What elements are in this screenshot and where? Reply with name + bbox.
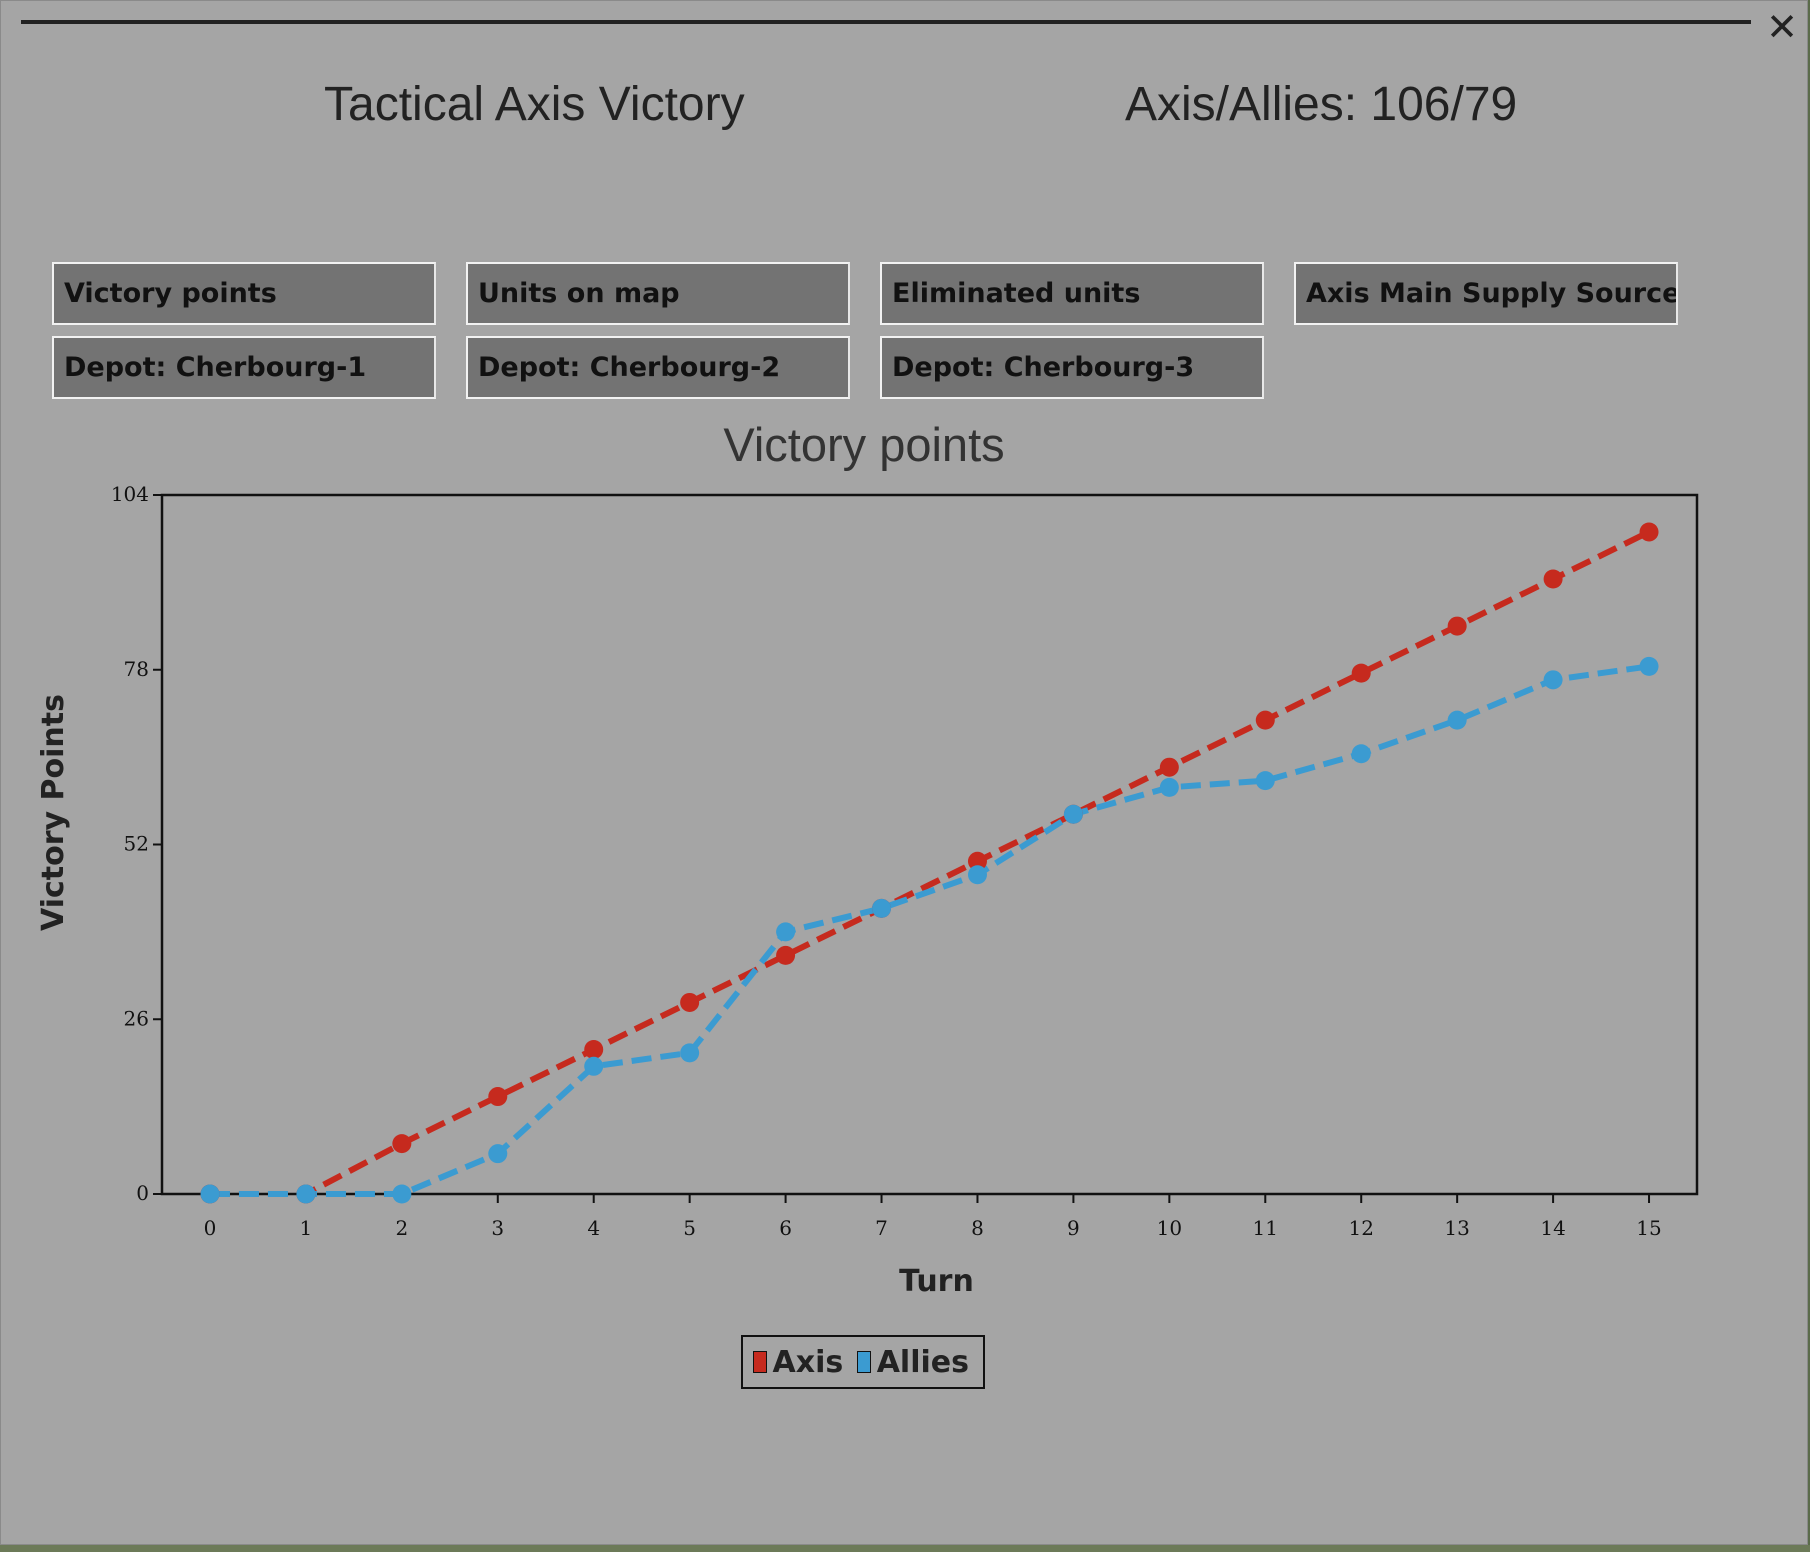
x-tick-label: 14 (1540, 1216, 1565, 1240)
allies-data-point (680, 1043, 700, 1063)
y-tick-label: 26 (124, 1006, 149, 1030)
x-tick-label: 15 (1636, 1216, 1661, 1240)
allies-legend-swatch (857, 1351, 871, 1373)
tab-eliminated-units[interactable]: Eliminated units (880, 262, 1264, 325)
title-bar-rule (21, 20, 1751, 24)
x-tick-label: 5 (683, 1216, 696, 1240)
desktop-strip (0, 1545, 1810, 1552)
axis-data-point (680, 992, 700, 1012)
x-tick-label: 6 (779, 1216, 792, 1240)
close-icon[interactable]: ✕ (1766, 5, 1798, 49)
x-tick-label: 1 (300, 1216, 313, 1240)
x-tick-label: 0 (204, 1216, 217, 1240)
axis-data-point (392, 1134, 412, 1154)
axis-data-point (1255, 710, 1275, 730)
x-tick-label: 10 (1157, 1216, 1182, 1240)
allies-legend-label: Allies (876, 1344, 969, 1380)
tab-axis-main-supply-source[interactable]: Axis Main Supply Source (1294, 262, 1678, 325)
allies-data-point (967, 865, 987, 885)
allies-series-line (209, 663, 1650, 1197)
axis-data-point (584, 1039, 604, 1059)
y-tick-label: 52 (124, 832, 149, 856)
chart-legend: Axis Allies (741, 1335, 985, 1389)
tab-depot-cherbourg-2[interactable]: Depot: Cherbourg-2 (466, 336, 850, 399)
allies-data-point (776, 922, 796, 942)
axis-data-point (776, 945, 796, 965)
victory-result-text: Tactical Axis Victory (324, 78, 745, 131)
allies-data-point (296, 1184, 316, 1204)
allies-data-point (392, 1184, 412, 1204)
allies-data-point (1159, 777, 1179, 797)
x-tick-label: 2 (395, 1216, 408, 1240)
tab-units-on-map[interactable]: Units on map (466, 262, 850, 325)
axis-data-point (1447, 616, 1467, 636)
axis-legend-label: Axis (772, 1344, 844, 1380)
plot-area-frame (160, 493, 1699, 1196)
allies-data-point (488, 1144, 508, 1164)
allies-data-point (1543, 670, 1563, 690)
allies-data-point (1447, 710, 1467, 730)
x-tick-label: 13 (1444, 1216, 1469, 1240)
allies-data-point (1351, 744, 1371, 764)
axis-data-point (488, 1087, 508, 1107)
axis-data-point (1351, 663, 1371, 683)
allies-data-point (1255, 771, 1275, 791)
allies-data-point (1063, 804, 1083, 824)
tab-depot-cherbourg-1[interactable]: Depot: Cherbourg-1 (52, 336, 436, 399)
axis-legend-swatch (753, 1351, 767, 1373)
x-tick-label: 8 (971, 1216, 984, 1240)
x-tick-label: 7 (875, 1216, 888, 1240)
allies-data-point (200, 1184, 220, 1204)
tab-depot-cherbourg-3[interactable]: Depot: Cherbourg-3 (880, 336, 1264, 399)
axis-data-point (1639, 522, 1659, 542)
allies-data-point (872, 898, 892, 918)
axis-data-point (1159, 757, 1179, 777)
tab-victory-points[interactable]: Victory points (52, 262, 436, 325)
y-tick-label: 78 (124, 657, 149, 681)
axis-series-line (209, 529, 1651, 1197)
x-tick-label: 4 (587, 1216, 600, 1240)
x-tick-label: 3 (491, 1216, 504, 1240)
axis-data-point (967, 851, 987, 871)
x-tick-label: 12 (1348, 1216, 1373, 1240)
y-tick-label: 104 (111, 482, 149, 506)
x-axis-label: Turn (899, 1264, 974, 1299)
allies-data-point (584, 1056, 604, 1076)
axis-data-point (1543, 569, 1563, 589)
x-tick-label: 11 (1253, 1216, 1278, 1240)
x-tick-label: 9 (1067, 1216, 1080, 1240)
chart-title: Victory points (723, 418, 1005, 471)
y-tick-label: 0 (136, 1181, 149, 1205)
y-axis-label: Victory Points (36, 694, 71, 931)
allies-data-point (1639, 656, 1659, 676)
victory-score-text: Axis/Allies: 106/79 (1125, 78, 1518, 131)
